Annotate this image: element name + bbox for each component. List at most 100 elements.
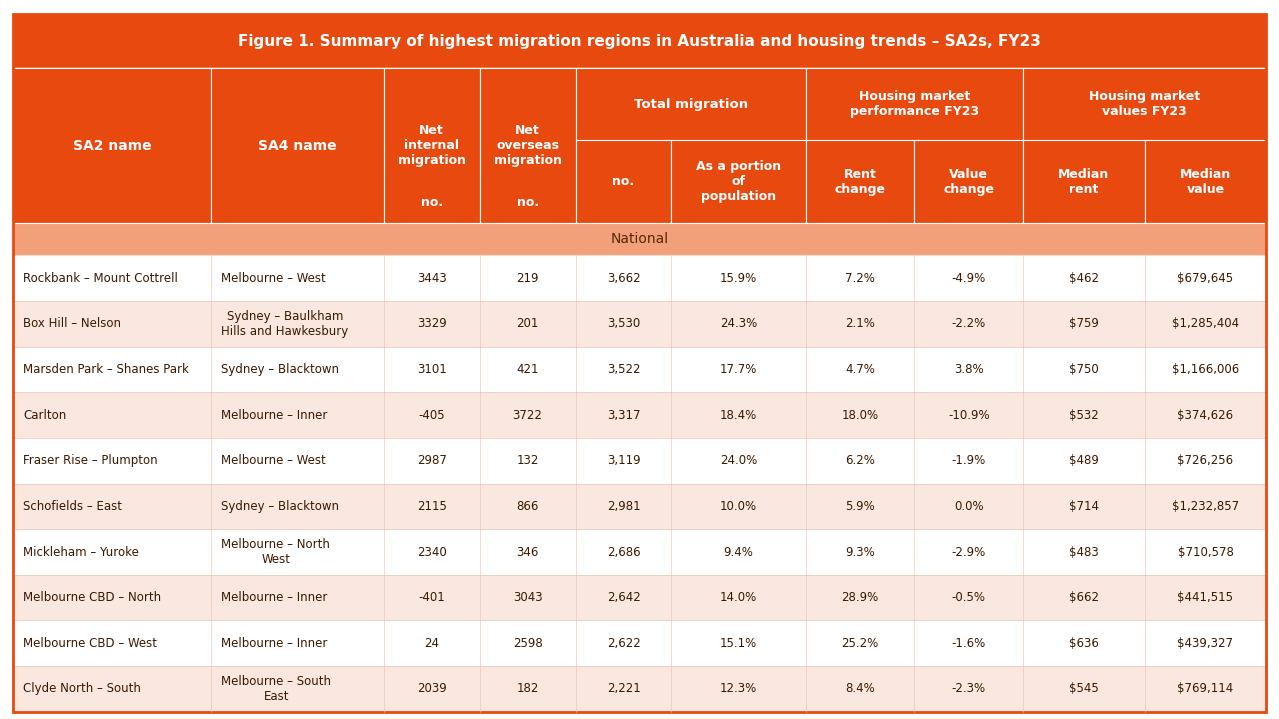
- FancyBboxPatch shape: [1023, 140, 1145, 223]
- Text: 2,642: 2,642: [606, 591, 641, 604]
- Text: Clyde North – South: Clyde North – South: [23, 682, 141, 695]
- Text: 2,981: 2,981: [606, 500, 641, 513]
- FancyBboxPatch shape: [480, 68, 576, 223]
- Text: Melbourne – West: Melbourne – West: [221, 454, 326, 467]
- Text: Sydney – Blacktown: Sydney – Blacktown: [221, 500, 339, 513]
- Text: 3,522: 3,522: [606, 363, 641, 376]
- Text: Carlton: Carlton: [23, 408, 67, 421]
- Text: Box Hill – Nelson: Box Hill – Nelson: [23, 317, 122, 330]
- Text: 4.7%: 4.7%: [845, 363, 875, 376]
- Text: 2987: 2987: [417, 454, 446, 467]
- Text: National: National: [610, 232, 669, 246]
- Text: 2340: 2340: [417, 546, 446, 559]
- Text: 3,119: 3,119: [606, 454, 641, 467]
- FancyBboxPatch shape: [671, 140, 806, 223]
- Text: 346: 346: [517, 546, 538, 559]
- FancyBboxPatch shape: [1023, 68, 1266, 140]
- Text: 2,686: 2,686: [606, 546, 641, 559]
- Text: $1,166,006: $1,166,006: [1172, 363, 1239, 376]
- FancyBboxPatch shape: [13, 620, 1266, 666]
- Text: 2,221: 2,221: [606, 682, 641, 695]
- Text: $462: $462: [1069, 272, 1099, 285]
- FancyBboxPatch shape: [384, 68, 480, 223]
- Text: 9.4%: 9.4%: [724, 546, 753, 559]
- FancyBboxPatch shape: [576, 68, 806, 140]
- Text: -0.5%: -0.5%: [952, 591, 986, 604]
- Text: Figure 1. Summary of highest migration regions in Australia and housing trends –: Figure 1. Summary of highest migration r…: [238, 34, 1041, 49]
- Text: 2598: 2598: [513, 637, 542, 650]
- Text: Value
change: Value change: [944, 168, 994, 196]
- Text: 15.9%: 15.9%: [720, 272, 757, 285]
- Text: 2,622: 2,622: [606, 637, 641, 650]
- FancyBboxPatch shape: [13, 223, 1266, 255]
- Text: $679,645: $679,645: [1178, 272, 1233, 285]
- Text: 9.3%: 9.3%: [845, 546, 875, 559]
- Text: -10.9%: -10.9%: [948, 408, 990, 421]
- Text: 182: 182: [517, 682, 538, 695]
- Text: SA2 name: SA2 name: [73, 139, 151, 152]
- FancyBboxPatch shape: [13, 14, 1266, 68]
- Text: -2.9%: -2.9%: [952, 546, 986, 559]
- FancyBboxPatch shape: [13, 575, 1266, 620]
- Text: 3,662: 3,662: [606, 272, 641, 285]
- FancyBboxPatch shape: [13, 255, 1266, 301]
- Text: Marsden Park – Shanes Park: Marsden Park – Shanes Park: [23, 363, 189, 376]
- Text: 2039: 2039: [417, 682, 446, 695]
- Text: 12.3%: 12.3%: [720, 682, 757, 695]
- Text: Net
overseas
migration: Net overseas migration: [494, 124, 561, 167]
- FancyBboxPatch shape: [13, 68, 1266, 223]
- FancyBboxPatch shape: [13, 347, 1266, 393]
- Text: $1,285,404: $1,285,404: [1172, 317, 1239, 330]
- Text: 18.4%: 18.4%: [720, 408, 757, 421]
- Text: SA4 name: SA4 name: [258, 139, 336, 152]
- Text: $714: $714: [1069, 500, 1099, 513]
- Text: $636: $636: [1069, 637, 1099, 650]
- Text: Rent
change: Rent change: [835, 168, 885, 196]
- Text: Melbourne – North
West: Melbourne – North West: [221, 538, 330, 566]
- Text: 3.8%: 3.8%: [954, 363, 984, 376]
- Text: 3101: 3101: [417, 363, 446, 376]
- Text: $483: $483: [1069, 546, 1099, 559]
- Text: Melbourne CBD – West: Melbourne CBD – West: [23, 637, 157, 650]
- Text: $726,256: $726,256: [1178, 454, 1233, 467]
- Text: $759: $759: [1069, 317, 1099, 330]
- FancyBboxPatch shape: [806, 140, 914, 223]
- Text: 201: 201: [517, 317, 538, 330]
- Text: -2.2%: -2.2%: [952, 317, 986, 330]
- Text: -405: -405: [418, 408, 445, 421]
- Text: Melbourne – Inner: Melbourne – Inner: [221, 637, 327, 650]
- Text: 132: 132: [517, 454, 538, 467]
- Text: Melbourne CBD – North: Melbourne CBD – North: [23, 591, 161, 604]
- Text: -2.3%: -2.3%: [952, 682, 986, 695]
- Text: $441,515: $441,515: [1178, 591, 1233, 604]
- Text: 10.0%: 10.0%: [720, 500, 757, 513]
- Text: 24.0%: 24.0%: [720, 454, 757, 467]
- FancyBboxPatch shape: [13, 666, 1266, 712]
- Text: Housing market
values FY23: Housing market values FY23: [1090, 91, 1200, 118]
- Text: $532: $532: [1069, 408, 1099, 421]
- Text: $489: $489: [1069, 454, 1099, 467]
- Text: 3722: 3722: [513, 408, 542, 421]
- Text: Sydney – Baulkham
Hills and Hawkesbury: Sydney – Baulkham Hills and Hawkesbury: [221, 310, 348, 338]
- Text: 3043: 3043: [513, 591, 542, 604]
- Text: Net
internal
migration: Net internal migration: [398, 124, 466, 167]
- Text: $1,232,857: $1,232,857: [1172, 500, 1239, 513]
- Text: $769,114: $769,114: [1178, 682, 1233, 695]
- Text: Melbourne – Inner: Melbourne – Inner: [221, 591, 327, 604]
- Text: $545: $545: [1069, 682, 1099, 695]
- Text: 0.0%: 0.0%: [954, 500, 984, 513]
- Text: Melbourne – Inner: Melbourne – Inner: [221, 408, 327, 421]
- Text: 7.2%: 7.2%: [845, 272, 875, 285]
- Text: 14.0%: 14.0%: [720, 591, 757, 604]
- Text: -401: -401: [418, 591, 445, 604]
- Text: $750: $750: [1069, 363, 1099, 376]
- FancyBboxPatch shape: [13, 301, 1266, 347]
- Text: 5.9%: 5.9%: [845, 500, 875, 513]
- Text: 24: 24: [425, 637, 439, 650]
- Text: $374,626: $374,626: [1178, 408, 1233, 421]
- Text: Total migration: Total migration: [633, 98, 748, 111]
- Text: 25.2%: 25.2%: [842, 637, 879, 650]
- FancyBboxPatch shape: [806, 68, 1023, 140]
- Text: Melbourne – South
East: Melbourne – South East: [221, 675, 331, 703]
- Text: Mickleham – Yuroke: Mickleham – Yuroke: [23, 546, 139, 559]
